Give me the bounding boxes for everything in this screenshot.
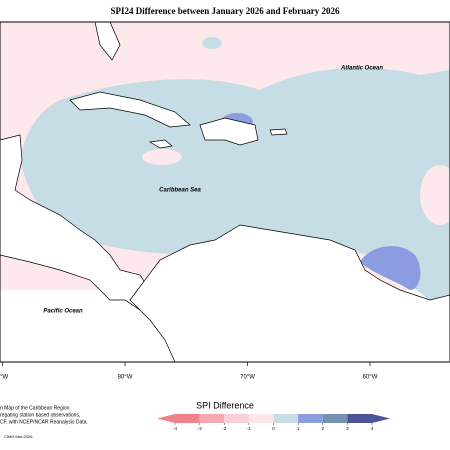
ocean-label: Atlantic Ocean (340, 66, 383, 72)
colorbar-segment (175, 414, 200, 423)
blue-anomaly (20, 67, 450, 301)
colorbar-segment (322, 414, 348, 423)
lon-tick-label: 0°W (0, 375, 9, 381)
sea-label: Caribbean Sea (159, 188, 201, 194)
map-area (0, 21, 450, 363)
colorbar-tick-label: -3 (198, 426, 202, 431)
blue-anomaly-strong (360, 246, 421, 290)
colorbar-tick-label: -2 (222, 426, 226, 431)
footer-note: n Map of the Caribbean Region (0, 405, 70, 411)
colorbar-extend-low (157, 414, 175, 423)
central-america (0, 134, 151, 311)
colorbar-segment (298, 414, 323, 423)
colorbar-tick-label: -1 (247, 426, 251, 431)
colorbar-segment (199, 414, 225, 423)
colorbar-tick-label: 0 (272, 426, 275, 431)
colorbar-tick-label: 1 (297, 426, 300, 431)
colorbar-tick-label: 3 (346, 426, 349, 431)
colorbar-tick-label: 2 (321, 426, 324, 431)
colorbar-segment (347, 414, 372, 423)
legend-title: SPI Difference (196, 400, 254, 410)
cuba (69, 91, 191, 128)
jamaica (148, 139, 173, 149)
hispaniola (199, 117, 259, 146)
colorbar-tick-label: -4 (173, 426, 177, 431)
pink-anomaly (142, 149, 182, 165)
colorbar-extend-high (372, 414, 390, 423)
footer-note: regating station based observations, (0, 412, 80, 418)
lon-tick-label: 60°W (363, 375, 378, 381)
footer-note: CIMH Mar-2026 (4, 434, 33, 439)
pink-anomaly (420, 165, 450, 225)
ocean-label: Pacific Ocean (43, 309, 83, 315)
lon-tick-label: 70°W (240, 375, 255, 381)
footer-note: CF, with NCEP/NCAR Reanalysis Data. (0, 419, 88, 425)
colorbar-segment (248, 414, 274, 423)
colorbar-segment (273, 414, 299, 423)
colorbar-tick-label: 4 (371, 426, 374, 431)
blue-anomaly (202, 37, 222, 49)
lon-tick-label: 80°W (118, 375, 133, 381)
map-title: SPI24 Difference between January 2026 an… (110, 6, 340, 16)
map-frame (0, 21, 450, 363)
puerto-rico (269, 128, 288, 136)
colorbar-segment (224, 414, 249, 423)
